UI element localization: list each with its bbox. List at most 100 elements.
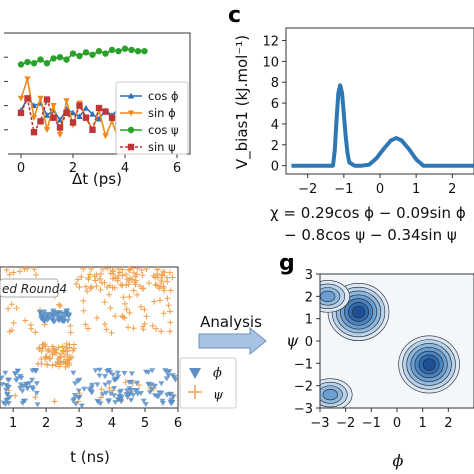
- x-tick-label: 6: [174, 416, 182, 431]
- psi-point: [8, 327, 15, 334]
- y-tick-label: 8: [271, 76, 279, 91]
- phi-point: [159, 398, 166, 404]
- contour-level: [422, 358, 436, 371]
- phi-point: [23, 382, 30, 388]
- x-tick-label: 2: [444, 416, 452, 431]
- psi-point: [97, 394, 104, 401]
- psi-point: [87, 285, 94, 292]
- psi-point: [125, 281, 132, 288]
- phi-point: [14, 376, 21, 382]
- psi-point: [49, 362, 56, 369]
- legend-marker: [127, 92, 135, 99]
- psi-point: [119, 266, 126, 273]
- x-tick-label: 2: [42, 416, 50, 431]
- phi-point: [29, 368, 36, 374]
- data-point: [69, 50, 77, 57]
- psi-point: [128, 265, 135, 272]
- phi-point: [41, 309, 48, 315]
- phi-point: [159, 400, 166, 406]
- psi-point: [169, 274, 176, 281]
- phi-point: [111, 377, 118, 383]
- phi-point: [52, 310, 59, 316]
- phi-point: [111, 385, 118, 391]
- psi-point: [3, 266, 10, 273]
- legend-label: sin ψ: [148, 140, 176, 154]
- phi-point: [76, 377, 83, 383]
- phi-point: [123, 392, 130, 398]
- psi-point: [12, 392, 19, 399]
- data-point: [43, 96, 51, 103]
- x-tick-label: 2: [69, 161, 77, 176]
- psi-point: [107, 305, 114, 312]
- x-tick-label: 5: [141, 416, 149, 431]
- data-point: [95, 47, 103, 55]
- x-tick-label: −2: [298, 182, 317, 197]
- psi-point: [56, 354, 63, 361]
- psi-point: [146, 280, 153, 287]
- y-tick-label: 4: [271, 118, 279, 133]
- psi-point: [152, 281, 159, 288]
- data-point: [89, 51, 96, 58]
- phi-point: [103, 390, 110, 396]
- legend-label: cos ϕ: [148, 89, 179, 103]
- phi-point: [33, 390, 40, 396]
- phi-point: [56, 318, 63, 324]
- phi-point: [147, 390, 154, 396]
- contour-level: [352, 305, 365, 318]
- psi-point: [38, 360, 45, 367]
- psi-point: [106, 291, 113, 298]
- data-point: [17, 61, 25, 68]
- formula-line-2: − 0.8cos ψ − 0.34sin ψ: [284, 226, 457, 244]
- x-tick-label: −1: [362, 416, 381, 431]
- phi-point: [133, 380, 140, 386]
- phi-point: [78, 403, 85, 409]
- psi-point: [96, 275, 103, 282]
- psi-point: [64, 351, 71, 358]
- psi-marker-icon: [188, 385, 202, 399]
- y-tick-label: 6: [271, 97, 279, 112]
- fes-ylabel: ψ: [286, 331, 299, 350]
- autocorr-panel: 0 2 4 6 cos ϕ sin ϕ cos ψ sin ψ Δt (ps): [4, 32, 191, 188]
- y-tick-label: 10: [262, 55, 279, 70]
- psi-point: [38, 347, 45, 354]
- psi-point: [104, 284, 111, 291]
- phi-point: [104, 368, 111, 374]
- psi-point: [80, 265, 87, 272]
- psi-point: [164, 295, 171, 302]
- data-point: [50, 55, 57, 62]
- phi-point: [92, 368, 99, 374]
- data-point: [82, 49, 90, 56]
- phi-point: [64, 308, 71, 314]
- psi-point: [88, 265, 95, 272]
- psi-point: [46, 355, 53, 362]
- psi-point: [63, 345, 70, 352]
- contour-level: [322, 388, 338, 401]
- psi-point: [152, 274, 159, 281]
- bias-ylabel: V_bias1 (kJ.mol⁻¹): [233, 35, 252, 169]
- psi-point: [119, 282, 126, 289]
- phi-point: [165, 373, 172, 379]
- psi-point: [82, 283, 89, 290]
- y-tick-label: 0: [305, 335, 313, 350]
- y-tick-label: 2: [305, 290, 313, 305]
- phi-point: [33, 381, 40, 387]
- data-point: [50, 103, 57, 109]
- psi-point: [117, 281, 124, 288]
- psi-point: [51, 398, 58, 405]
- phi-point: [29, 377, 36, 383]
- psi-point: [126, 293, 133, 300]
- psi-point: [16, 268, 23, 275]
- phi-point: [12, 371, 19, 377]
- psi-point: [88, 284, 95, 291]
- y-tick-label: −3: [294, 402, 313, 417]
- phi-point: [17, 385, 24, 391]
- psi-point: [80, 297, 87, 304]
- x-tick-label: −2: [336, 416, 355, 431]
- psi-point: [43, 353, 50, 360]
- phi-point: [2, 370, 9, 376]
- psi-point: [130, 287, 137, 294]
- psi-point: [80, 307, 87, 314]
- phi-point: [76, 394, 83, 400]
- psi-point: [156, 297, 163, 304]
- data-point: [30, 129, 38, 136]
